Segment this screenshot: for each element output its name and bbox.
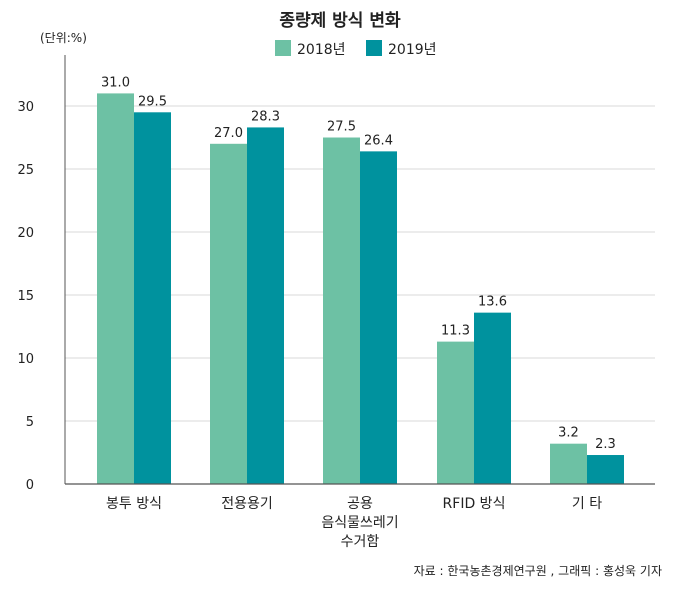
bars [97, 93, 624, 485]
bar-2018-0 [97, 93, 134, 485]
bar-2018-1 [210, 143, 247, 485]
value-label: 11.3 [441, 324, 470, 339]
y-tick-labels: 0 5 10 15 20 25 30 [17, 100, 34, 493]
category-label-line: 수거함 [341, 534, 380, 550]
y-tick-label: 15 [17, 289, 34, 304]
category-label-line: 공용 [347, 496, 373, 512]
y-tick-label: 20 [17, 226, 34, 241]
category-label: 전용용기 [221, 496, 273, 512]
chart-title: 종량제 방식 변화 [279, 11, 401, 31]
bar-2019-2 [360, 151, 397, 485]
legend-label-2018: 2018년 [297, 42, 346, 58]
bar-2018-3 [437, 341, 474, 484]
y-tick-label: 25 [17, 163, 34, 178]
bar-2018-4 [550, 443, 587, 484]
y-tick-label: 10 [17, 352, 34, 367]
y-tick-label: 30 [17, 100, 34, 115]
value-label: 27.0 [214, 126, 243, 141]
value-labels: 31.0 27.0 27.5 11.3 3.2 29.5 28.3 26.4 13.6 2.3 [101, 75, 616, 452]
legend: 2018년 2019년 [275, 40, 437, 58]
value-label: 27.5 [327, 120, 356, 135]
source-note: 자료 : 한국농촌경제연구원 , 그래픽 : 홍성욱 기자 [414, 564, 662, 578]
bar-2019-1 [247, 127, 284, 485]
y-tick-label: 5 [26, 415, 34, 430]
value-label: 28.3 [251, 109, 280, 124]
value-label: 31.0 [101, 75, 130, 90]
category-label-line: 봉투 방식 [106, 496, 162, 512]
category-label-line: 기 타 [572, 496, 602, 512]
category-label-line: 음식물쓰레기 [321, 515, 398, 531]
category-label: 봉투 방식 [106, 496, 162, 512]
legend-label-2019: 2019년 [388, 42, 437, 58]
category-label: 기 타 [572, 496, 602, 512]
y-tick-label: 0 [26, 478, 34, 493]
legend-swatch-2019 [366, 40, 382, 56]
category-label-line: 전용용기 [221, 496, 273, 512]
value-label: 29.5 [138, 94, 167, 109]
bar-2019-4 [587, 455, 624, 484]
category-label: RFID 방식 [443, 496, 506, 512]
value-label: 2.3 [595, 437, 616, 452]
category-label-line: RFID 방식 [443, 496, 506, 512]
value-label: 3.2 [558, 426, 579, 441]
legend-swatch-2018 [275, 40, 291, 56]
unit-label: (단위:%) [40, 31, 87, 45]
value-label: 13.6 [478, 295, 507, 310]
bar-2018-2 [323, 137, 360, 484]
bar-2019-0 [134, 112, 171, 485]
value-label: 26.4 [364, 133, 393, 148]
bar-2019-3 [474, 312, 511, 484]
